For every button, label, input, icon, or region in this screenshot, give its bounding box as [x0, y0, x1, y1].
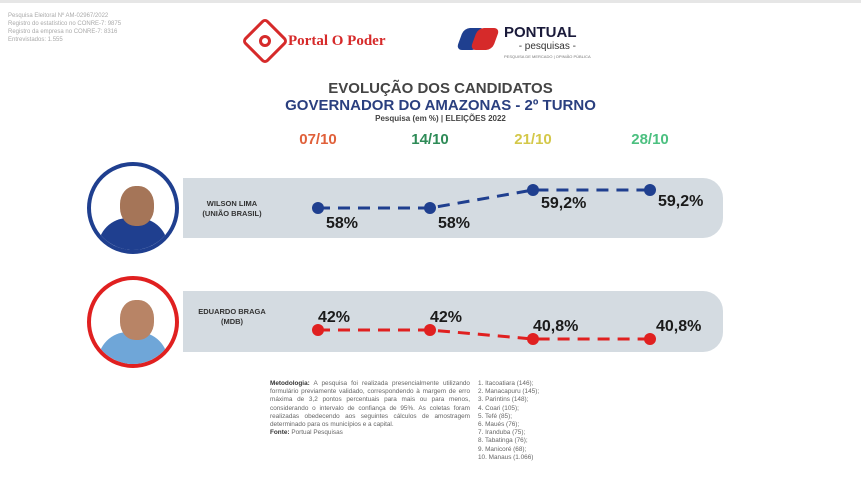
methodology: Metodologia: A pesquisa foi realizada pr… [270, 380, 470, 437]
braga-avatar [87, 276, 179, 368]
data-point [527, 184, 539, 196]
chart-caption: Pesquisa (em %) | ELEIÇÕES 2022 [375, 114, 506, 123]
data-point [527, 333, 539, 345]
date-label: 07/10 [299, 131, 337, 148]
municipality-item: 10. Manaus (1.066) [478, 453, 534, 461]
date-label: 28/10 [631, 131, 669, 148]
braga-panel [183, 291, 723, 352]
data-point [424, 202, 436, 214]
methodology-text: A pesquisa foi realizada presencialmente… [270, 380, 470, 429]
candidate-name: WILSON LIMA [206, 199, 258, 208]
municipality-list: 1. Itacoatiara (146); 2. Manacapuru (145… [478, 380, 539, 462]
date-label: 21/10 [514, 131, 552, 148]
series-line [318, 328, 650, 341]
registration-line: Registro da empresa no CONRE-7: 8316 [8, 29, 118, 35]
registration-info: Pesquisa Eleitoral Nº AM-02967/2022 Regi… [8, 12, 121, 44]
candidate-name: EDUARDO BRAGA [198, 307, 266, 316]
municipality-item: 3. Parintins (148); [478, 396, 529, 404]
wilson-avatar [87, 162, 179, 254]
municipality-item: 8. Tabatinga (76); [478, 437, 528, 445]
data-point [644, 333, 656, 345]
chart-title-block: EVOLUÇÃO DOS CANDIDATOS GOVERNADOR DO AM… [0, 80, 861, 123]
registration-line: Registro do estatístico no CONRE-7: 9875 [8, 21, 122, 27]
top-border [0, 0, 861, 3]
data-label: 42% [318, 309, 350, 326]
municipality-item: 1. Itacoatiara (146); [478, 380, 534, 387]
municipality-item: 4. Coari (105); [478, 404, 519, 412]
series-line [318, 188, 650, 210]
chart-subtitle: GOVERNADOR DO AMAZONAS - 2º TURNO [285, 97, 596, 114]
braga-name: EDUARDO BRAGA (MDB) [197, 307, 267, 327]
pontual-logo: PONTUAL - pesquisas - PESQUISA DE MERCAD… [455, 24, 591, 59]
municipality-item: 7. Iranduba (75); [478, 429, 526, 437]
pontual-logo-text: PONTUAL [504, 24, 577, 41]
data-point [312, 202, 324, 214]
municipality-item: 9. Manicoré (68); [478, 445, 527, 453]
chart-title: EVOLUÇÃO DOS CANDIDATOS [328, 80, 553, 97]
municipality-item: 2. Manacapuru (145); [478, 388, 540, 396]
data-point [312, 324, 324, 336]
municipality-item: 6. Maués (76); [478, 421, 520, 429]
data-label: 58% [438, 215, 470, 232]
date-label: 14/10 [411, 131, 449, 148]
source-label: Fonte: [270, 429, 290, 437]
candidate-party: (MDB) [220, 317, 244, 326]
portal-logo-text: Portal O Poder [288, 32, 386, 49]
candidate-party: (UNIÃO BRASIL) [202, 209, 262, 218]
data-point [424, 324, 436, 336]
registration-line: Pesquisa Eleitoral Nº AM-02967/2022 [8, 13, 109, 19]
data-label: 40,8% [656, 318, 701, 335]
municipality-item: 5. Tefé (85); [478, 412, 512, 420]
data-label: 59,2% [541, 195, 586, 212]
portal-o-poder-logo: Portal O Poder [240, 16, 386, 66]
data-label: 42% [430, 309, 462, 326]
wilson-name: WILSON LIMA (UNIÃO BRASIL) [197, 199, 267, 219]
data-label: 59,2% [658, 193, 703, 210]
data-label: 58% [326, 215, 358, 232]
methodology-label: Metodologia: [270, 380, 310, 387]
data-point [644, 184, 656, 196]
registration-line: Entrevistados: 1.555 [8, 37, 63, 43]
pontual-logo-sub: - pesquisas - [518, 41, 576, 52]
source-text: Portual Pesquisas [291, 429, 343, 437]
pontual-logo-tag: PESQUISA DE MERCADO | OPINIÃO PÚBLICA [504, 54, 591, 59]
data-label: 40,8% [533, 318, 578, 335]
wilson-panel [183, 178, 723, 238]
